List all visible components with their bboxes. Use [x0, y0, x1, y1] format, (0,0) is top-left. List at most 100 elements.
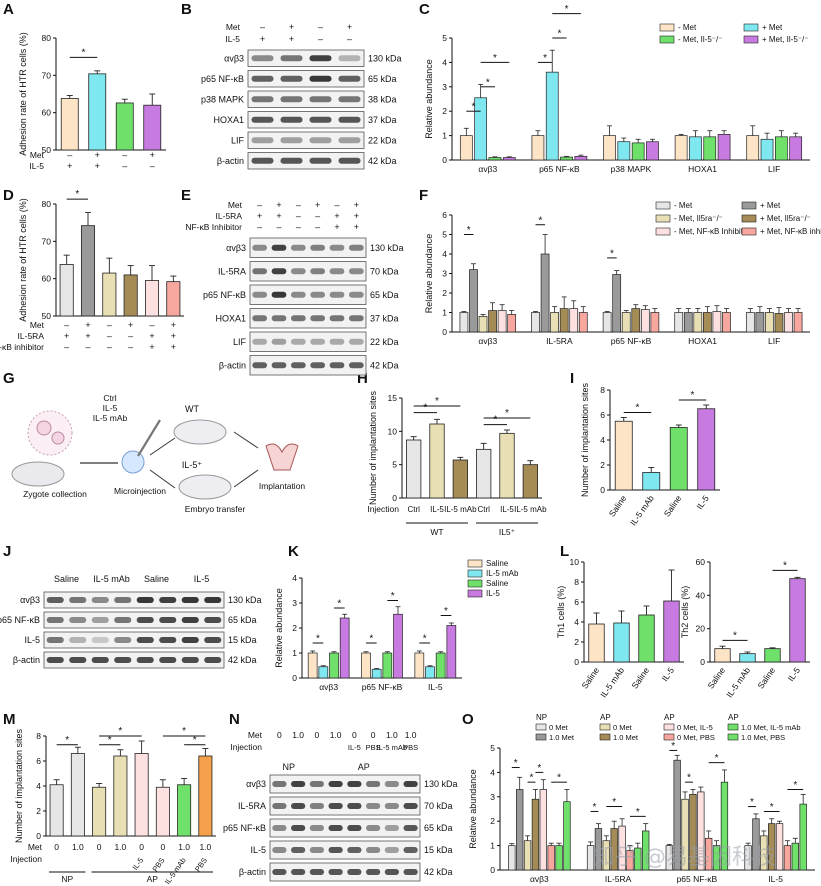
bar: [476, 448, 492, 499]
bar: [703, 312, 712, 333]
significance-star: *: [537, 763, 541, 774]
schematic-label: IL-5⁺: [182, 460, 203, 470]
legend-label: 1.0 Met: [613, 733, 639, 742]
protein-band: [291, 825, 306, 831]
condition-label: IL-5: [29, 161, 44, 171]
protein-band: [252, 291, 268, 298]
significance-star: *: [423, 634, 427, 645]
protein-band: [46, 617, 64, 623]
blot-header-mark: +: [289, 34, 294, 44]
protein-band: [347, 869, 362, 875]
panel-letter-E: E: [181, 187, 191, 204]
protein-band: [159, 657, 177, 663]
protein-band: [329, 244, 345, 251]
bar: [123, 274, 138, 317]
bar: [115, 102, 134, 151]
bar: [745, 312, 755, 333]
protein-band: [271, 291, 287, 298]
x-tick-label: p38 MAPK: [611, 164, 652, 174]
blot-strip: [269, 840, 421, 860]
bar: [613, 622, 630, 663]
y-tick-label: 70: [42, 70, 52, 80]
significance-star: *: [691, 390, 695, 401]
legend-label: - Met, NF-κB Inhibitor: [674, 227, 750, 236]
row-label: Met: [28, 842, 43, 852]
blot-kda-label: 65 kDa: [370, 290, 399, 300]
bar: [318, 666, 329, 679]
blot-kda-label: 130 kDa: [370, 243, 404, 253]
blot-protein-label: p65 NF-κB: [223, 823, 266, 833]
protein-band: [252, 315, 268, 322]
y-axis-label: Th1 cells (%): [556, 586, 566, 639]
protein-band: [114, 617, 132, 623]
y-tick-label: 1: [490, 841, 495, 851]
protein-band: [309, 781, 324, 787]
blot-header-mark: +: [334, 222, 339, 232]
protein-band: [204, 657, 222, 663]
y-tick-label: 0: [36, 831, 41, 841]
protein-band: [310, 268, 326, 275]
bar: [559, 308, 569, 333]
x-tick-label: Saline: [755, 665, 777, 690]
blot-kda-label: 130 kDa: [368, 53, 402, 63]
protein-band: [384, 869, 399, 875]
row-label: Injection: [10, 854, 42, 864]
y-tick-label: 0: [600, 485, 605, 495]
protein-band: [290, 268, 306, 275]
uterus-icon: [265, 443, 299, 471]
legend-swatch: [741, 214, 757, 223]
protein-band: [280, 75, 303, 82]
row-value: PBS: [151, 856, 167, 873]
condition-mark: +: [67, 161, 72, 171]
x-tick-label: αvβ3: [478, 336, 497, 346]
protein-band: [272, 847, 287, 853]
blot-header-mark: –: [260, 22, 265, 32]
panel-letter-I: I: [570, 370, 574, 387]
arrow: [233, 431, 259, 449]
bar: [134, 753, 149, 837]
legend-swatch: [599, 733, 611, 741]
blot-protein-label: LIF: [231, 135, 245, 145]
bar: [663, 600, 680, 663]
protein-band: [181, 597, 199, 603]
bar: [674, 135, 688, 161]
blot-header-label: IL-5: [225, 34, 240, 44]
blot-header-mark: –: [315, 222, 320, 232]
significance-star: *: [557, 29, 561, 40]
condition-label: Met: [30, 150, 45, 160]
x-tick-label: Ctrl: [407, 505, 420, 514]
schematic-label: Microinjection: [114, 486, 166, 496]
x-tick-label: IL-5 mAb: [514, 505, 547, 514]
x-tick-label: LIF: [768, 336, 780, 346]
legend-label: 0 Met: [549, 723, 569, 732]
legend-label: + Met: [762, 23, 783, 32]
protein-band: [329, 291, 345, 298]
condition-mark: +: [64, 331, 69, 341]
blot-header-mark: +: [334, 211, 339, 221]
protein-band: [348, 315, 364, 322]
blot-kda-label: 42 kDa: [368, 156, 397, 166]
x-tick-label: IL-5: [428, 682, 443, 692]
bar: [531, 312, 540, 333]
y-tick-label: 50: [42, 145, 52, 155]
bar: [746, 135, 760, 161]
zygote-cell-icon: [36, 420, 52, 436]
bar: [329, 652, 339, 679]
y-tick-label: 5: [392, 460, 397, 470]
chart-K: 0 1 2 3 4 Relative abundance αvβ3 p65 NF-κB IL-5…: [274, 573, 462, 692]
x-axis-title: Injection: [367, 504, 399, 514]
significance-star: *: [715, 753, 719, 764]
legend-title: AP: [664, 713, 675, 722]
x-tick-label: p65 NF-κB: [362, 682, 403, 692]
chart-F: 0 1 2 3 4 5 6 Relative abundance αvβ3 IL-5RA p65 N…: [424, 210, 810, 346]
significance-star: *: [612, 797, 616, 808]
blot-header-mark: +: [347, 22, 352, 32]
y-axis-label: Number of implantation sites: [368, 390, 378, 505]
blot-group-label: Saline: [144, 574, 169, 584]
zygote-cell-icon: [51, 431, 65, 445]
blot-group-label: IL-5: [194, 574, 210, 584]
row-value: 0: [54, 842, 59, 852]
